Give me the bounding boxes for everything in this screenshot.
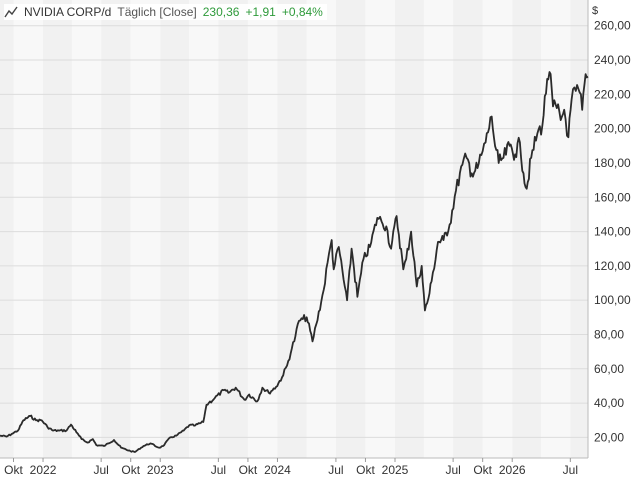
y-tick-label: 40,00 — [594, 396, 624, 410]
y-tick-label: 220,00 — [594, 87, 631, 101]
quarter-band — [306, 0, 336, 458]
quarter-band — [247, 0, 278, 458]
quarter-band — [365, 0, 395, 458]
x-tick-label: Okt — [121, 463, 140, 477]
y-tick-label: 100,00 — [594, 293, 631, 307]
quarter-band — [0, 0, 14, 458]
x-tick-label: Jul — [445, 463, 460, 477]
quarter-band — [71, 0, 102, 458]
quarter-band — [277, 0, 307, 458]
x-tick-label: Jul — [328, 463, 343, 477]
quarter-band — [394, 0, 424, 458]
last-price: 230,36 — [202, 5, 240, 19]
symbol-label: NVIDIA CORP/d — [24, 5, 112, 19]
x-tick-label: Jul — [211, 463, 226, 477]
x-tick-label: 2023 — [147, 463, 174, 477]
price-change: +1,91 — [245, 5, 276, 19]
x-tick-label: Jul — [563, 463, 578, 477]
quarter-band — [13, 0, 44, 458]
y-tick-label: 260,00 — [594, 19, 631, 33]
y-tick-label: 200,00 — [594, 122, 631, 136]
quarter-band — [101, 0, 131, 458]
quarter-band — [189, 0, 219, 458]
price-change-pct: +0,84% — [281, 5, 323, 19]
quarter-band — [130, 0, 161, 458]
price-line — [0, 71, 589, 453]
background-bands — [0, 0, 588, 458]
y-tick-label: 60,00 — [594, 362, 624, 376]
y-tick-label: 140,00 — [594, 225, 631, 239]
x-tick-label: 2022 — [30, 463, 57, 477]
quarter-band — [160, 0, 190, 458]
x-tick-label: Okt — [356, 463, 375, 477]
x-tick-label: Okt — [473, 463, 492, 477]
x-tick-label: 2026 — [499, 463, 526, 477]
y-tick-label: 160,00 — [594, 190, 631, 204]
quarter-band — [512, 0, 542, 458]
quarter-band — [482, 0, 513, 458]
y-tick-label: 80,00 — [594, 327, 624, 341]
x-tick-label: Okt — [239, 463, 258, 477]
quarter-band — [453, 0, 483, 458]
chart-header: NVIDIA CORP/d Täglich [Close] 230,36 +1,… — [4, 4, 327, 20]
x-axis: Okt 2022 Jul Okt 2023 Jul Okt 2024 Jul Okt 2025 Jul… — [4, 458, 578, 477]
y-tick-label: 180,00 — [594, 156, 631, 170]
quarter-band — [335, 0, 366, 458]
y-tick-label: 120,00 — [594, 259, 631, 273]
interval-label: Täglich [Close] — [117, 5, 197, 19]
x-tick-label: 2024 — [264, 463, 291, 477]
quarter-band — [218, 0, 248, 458]
currency-label: $ — [592, 5, 598, 17]
line-chart-icon — [4, 6, 18, 18]
y-tick-label: 20,00 — [594, 430, 624, 444]
y-axis: 20,00 40,00 60,00 80,00 100,00 120,00 140,00 16… — [0, 5, 631, 444]
quarter-band — [43, 0, 72, 458]
x-tick-label: Okt — [4, 463, 23, 477]
quarter-band — [570, 0, 588, 458]
x-tick-label: 2025 — [382, 463, 409, 477]
quarter-band — [541, 0, 571, 458]
y-tick-label: 240,00 — [594, 53, 631, 67]
x-tick-label: Jul — [93, 463, 108, 477]
